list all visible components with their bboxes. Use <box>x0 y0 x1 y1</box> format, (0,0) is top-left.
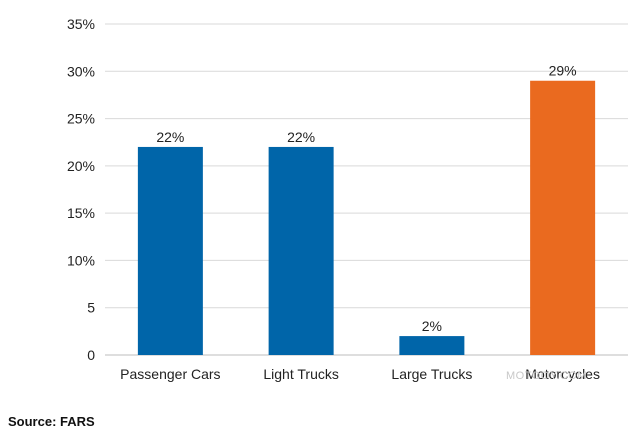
data-labels: 22% 22% 2% 29% <box>156 63 576 334</box>
y-tick-label: 0 <box>87 347 95 363</box>
bar <box>399 336 465 355</box>
x-tick-label: Motorcycles <box>525 366 600 382</box>
x-axis-labels: Passenger Cars Light Trucks Large Trucks Mo… <box>120 366 600 382</box>
x-tick-label: Large Trucks <box>391 366 472 382</box>
data-label: 22% <box>156 129 184 145</box>
x-tick-label: Light Trucks <box>263 366 338 382</box>
watermark: MOTOOY.COM <box>506 370 587 382</box>
bars <box>137 80 596 355</box>
y-tick-label: 30% <box>67 63 95 79</box>
bar <box>268 146 334 355</box>
data-label: 29% <box>549 63 577 79</box>
y-axis-ticks: 0 5 10% 15% 20% 25% 30% 35% <box>67 16 95 363</box>
data-label: 22% <box>287 129 315 145</box>
data-label: 2% <box>422 318 442 334</box>
bar-chart: 0 5 10% 15% 20% 25% 30% 35% 22% 22% 2% 29% Passeng… <box>67 16 628 382</box>
y-tick-label: 20% <box>67 158 95 174</box>
y-tick-label: 35% <box>67 16 95 32</box>
bar <box>137 146 203 355</box>
bar <box>530 80 596 355</box>
y-tick-label: 25% <box>67 111 95 127</box>
source-note: Source: FARS <box>8 414 95 429</box>
y-tick-label: 5 <box>87 300 95 316</box>
y-tick-label: 15% <box>67 205 95 221</box>
x-tick-label: Passenger Cars <box>120 366 220 382</box>
y-tick-label: 10% <box>67 252 95 268</box>
